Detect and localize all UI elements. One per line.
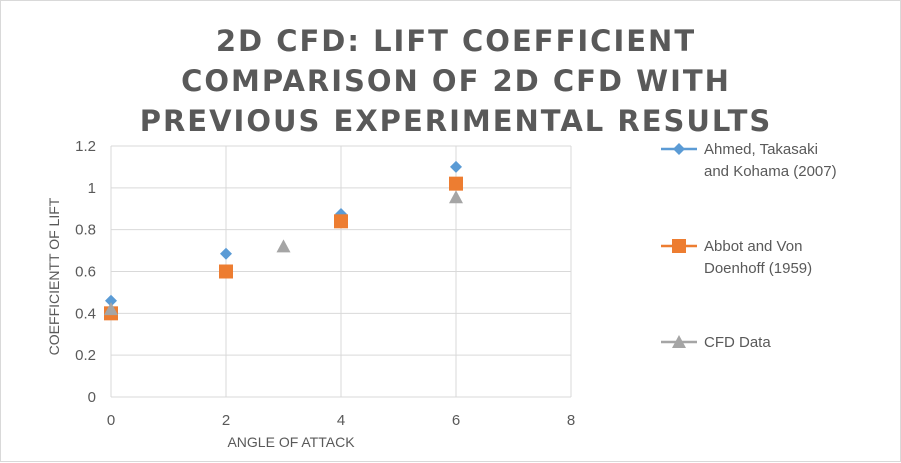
y-tick-label: 0.6 [75, 264, 96, 281]
data-point-diamond [220, 247, 232, 260]
x-tick-label: 8 [567, 412, 575, 429]
data-point-triangle [449, 190, 463, 204]
legend-marker-diamond [673, 143, 685, 155]
y-tick-label: 0.2 [75, 347, 96, 364]
y-axis-label: COEFFICIENTT OF LIFT [46, 197, 62, 355]
x-tick-label: 4 [337, 412, 345, 429]
data-point-square [334, 214, 348, 229]
legend-label: Ahmed, Takasaki [704, 141, 818, 158]
x-axis-label: ANGLE OF ATTACK [227, 434, 355, 450]
legend-label: Abbot and Von [704, 238, 802, 255]
y-tick-label: 0 [88, 389, 96, 406]
y-tick-label: 1.2 [75, 138, 96, 155]
x-tick-label: 0 [107, 412, 115, 429]
data-point-square [449, 176, 463, 191]
legend-label: and Kohama (2007) [704, 163, 837, 180]
data-point-triangle [104, 302, 118, 316]
data-point-square [219, 264, 233, 279]
y-tick-label: 0.8 [75, 222, 96, 239]
chart-title: 2D CFD: LIFT COEFFICIENT COMPARISON OF 2… [139, 24, 773, 138]
x-tick-label: 6 [452, 412, 460, 429]
data-point-diamond [450, 160, 462, 173]
data-point-diamond [105, 294, 117, 307]
x-tick-label: 2 [222, 412, 230, 429]
legend-label: CFD Data [704, 334, 771, 351]
y-tick-label: 0.4 [75, 305, 96, 322]
legend-marker-triangle [672, 335, 686, 348]
legend-marker-square [672, 239, 686, 253]
data-point-triangle [276, 239, 291, 253]
y-tick-label: 1 [88, 180, 96, 197]
legend-label: Doenhoff (1959) [704, 260, 812, 277]
